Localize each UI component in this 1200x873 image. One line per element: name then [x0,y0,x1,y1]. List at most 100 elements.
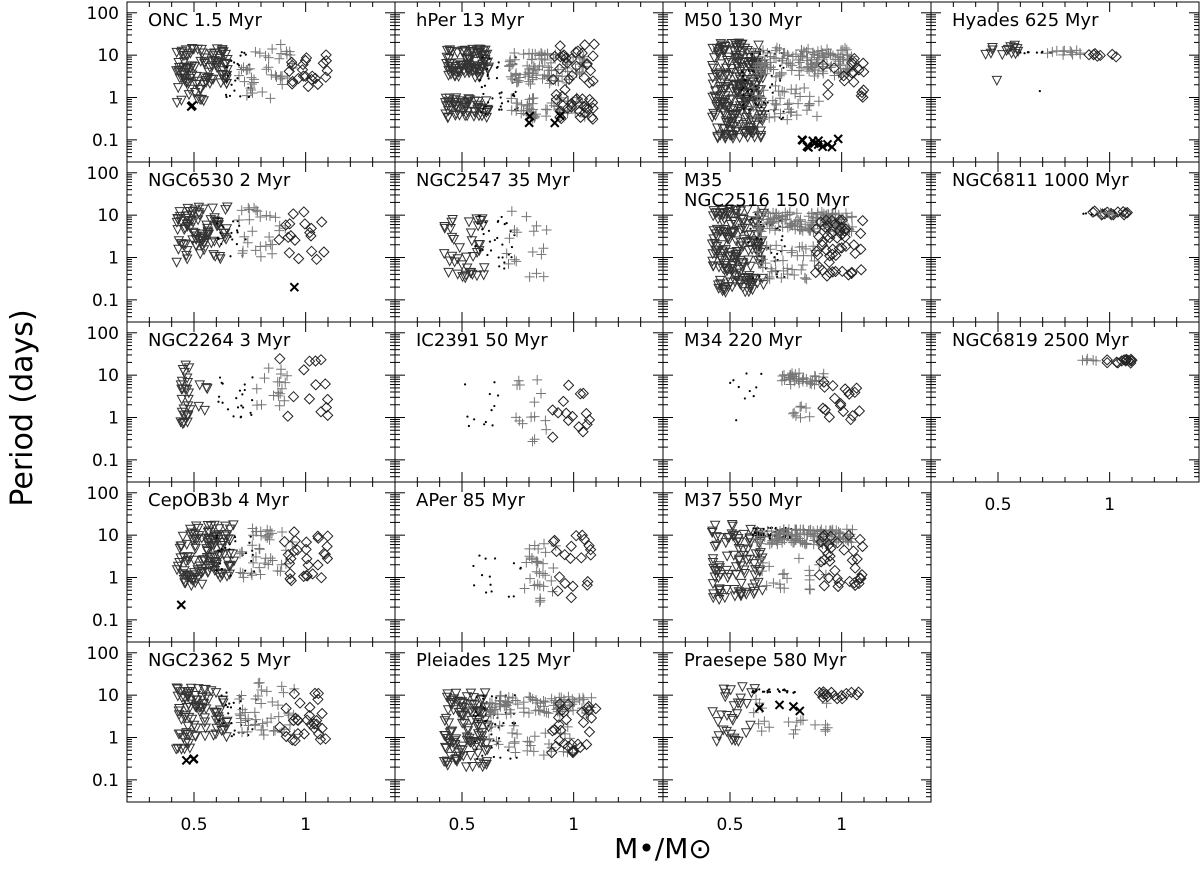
data-point-triangle [443,737,455,748]
data-point-triangle [463,54,475,65]
data-point-triangle [721,118,732,129]
data-point-dot [778,690,781,693]
data-point-dot [490,733,493,736]
data-point-plus [769,111,780,122]
data-point-plus [531,556,542,567]
data-point-dot [786,690,789,693]
data-point-triangle [444,93,455,104]
data-point-plus [237,704,248,715]
data-point-diamond [1121,206,1134,219]
data-point-plus [544,65,555,76]
data-point-triangle [724,130,736,141]
data-point-diamond [573,105,586,118]
data-point-plus [272,700,283,711]
data-point-diamond [553,63,566,75]
y-tick-label: 1 [108,89,119,109]
data-point-dot [236,231,239,234]
data-point-triangle [465,268,477,279]
data-point-triangle [476,727,488,738]
data-point-dot [232,220,235,223]
data-point-triangle [179,694,191,705]
data-point-diamond [570,60,583,72]
data-point-dot [754,102,757,106]
data-point-dot [792,691,795,694]
data-point-dot [221,401,224,404]
data-point-triangle [724,95,736,106]
data-point-triangle [221,716,233,727]
data-point-triangle [187,227,199,238]
data-point-triangle [718,684,730,695]
data-point-plus [586,692,597,703]
data-point-plus [245,83,256,94]
data-point-diamond [849,562,861,574]
data-point-plus [794,242,805,253]
data-point-plus [536,249,547,260]
data-point-plus [752,220,763,231]
data-point-dot [490,695,494,698]
data-point-diamond [289,535,302,547]
data-point-triangle [182,410,193,421]
data-point-triangle [744,538,756,549]
data-point-dot [1040,51,1043,54]
data-point-triangle [176,394,188,405]
data-point-triangle [476,214,488,225]
data-point-triangle [192,523,204,534]
data-point-diamond [322,530,334,542]
data-point-triangle [205,521,217,532]
data-point-triangle [202,521,214,532]
data-point-diamond [552,585,564,597]
data-point-triangle [172,214,184,225]
data-point-triangle [442,112,454,123]
data-point-triangle [179,578,190,589]
data-point-triangle [472,96,484,107]
data-point-dot [488,240,492,243]
data-point-dot [484,113,487,116]
data-point-triangle [440,731,451,742]
y-tick-label: 10 [97,366,119,386]
data-point-triangle [177,418,189,429]
data-point-triangle [479,50,491,61]
data-point-dot [760,372,763,375]
data-point-plus [795,91,806,102]
data-point-dot [216,236,219,239]
data-point-dot [491,424,494,427]
data-point-dot [231,238,234,241]
data-point-dot [479,78,482,82]
data-point-triangle [482,104,493,115]
data-point-diamond [559,577,571,590]
data-point-triangle [183,78,194,90]
data-point-triangle [216,570,228,581]
data-point-dot [473,584,476,587]
data-point-diamond [576,529,588,541]
data-point-plus [247,87,258,98]
data-point-plus [806,208,817,219]
x-axis-title: M•/M⊙ [614,832,712,865]
data-point-triangle [456,100,468,111]
data-point-triangle [189,62,200,73]
data-point-plus [529,731,540,742]
data-point-dot [1019,51,1022,54]
data-point-triangle [183,388,195,399]
data-point-triangle [171,217,183,228]
data-point-plus [261,686,272,697]
data-point-dot [750,90,754,93]
data-point-plus [764,561,775,572]
data-point-triangle [198,245,210,256]
data-point-plus [250,205,261,216]
data-point-plus [797,259,808,270]
data-point-triangle [710,69,722,81]
data-point-dot [495,66,499,69]
data-point-triangle [441,692,453,703]
data-point-triangle [208,535,219,546]
data-point-plus [248,74,259,85]
data-point-dot [225,691,228,694]
data-point-triangle [719,111,731,122]
data-point-diamond [1124,357,1137,369]
data-point-plus [767,95,778,106]
data-point-plus [764,223,775,234]
data-point-dot [479,704,482,707]
data-point-dot [236,62,239,66]
data-point-plus [527,436,538,447]
data-point-triangle [190,695,202,706]
data-point-triangle [472,221,484,232]
